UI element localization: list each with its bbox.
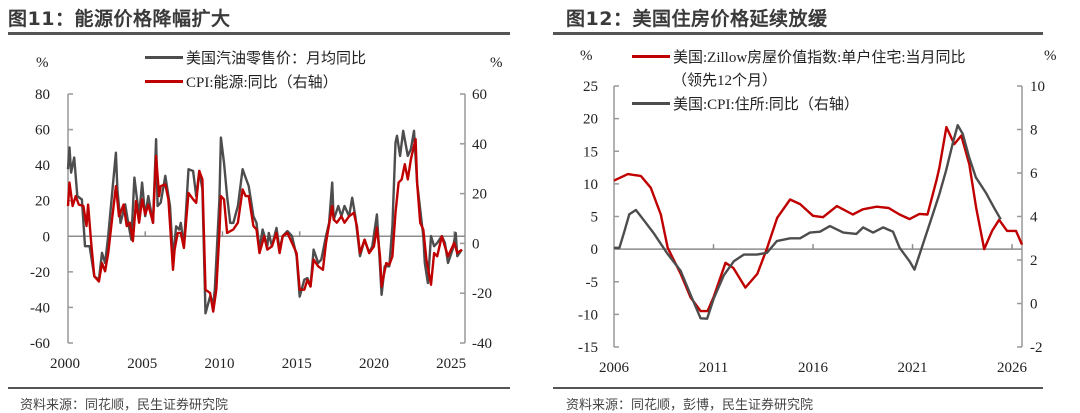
left-y-tick-label: -20 [30,265,50,281]
right-y-tick-label: 20 [472,187,487,203]
source-note: 资料来源：同花顺，民生证券研究院 [20,398,229,413]
left-y-tick-label: 15 [583,144,598,160]
series-line-red [66,137,463,313]
legend-item-cpi-shelter: 美国:CPI:住所:同比（右轴） [632,93,859,114]
source-note: 资料来源：同花顺，彭博，民生证券研究院 [566,398,814,413]
left-y-tick-label: -15 [578,340,598,356]
legend-item-zillow: 美国:Zillow房屋价值指数:单户住宅:当月同比 [632,46,966,67]
left-y-tick-label: -5 [586,275,599,291]
left-y-tick-label: 10 [583,177,598,193]
right-y-tick-label: 4 [1030,210,1038,226]
title-divider [8,32,510,35]
right-y-tick-label: 10 [1030,79,1045,95]
left-y-tick-label: -10 [578,307,598,323]
right-y-tick-label: 6 [1030,166,1038,182]
right-y-tick-label: -20 [472,286,492,302]
source-divider [553,387,1043,389]
title-divider [553,32,1043,35]
left-y-tick-label: 20 [583,112,598,128]
x-tick-label: 2016 [798,360,829,376]
x-tick-label: 2025 [436,356,466,372]
legend-label: 美国汽油零售价：月均同比 [186,51,367,67]
right-y-tick-label: 60 [472,87,487,103]
left-y-tick-label: 60 [35,123,50,139]
left-y-tick-label: 0 [591,242,599,258]
right-y-tick-label: -2 [1030,340,1043,356]
legend-note-text: （领先12个月） [672,73,778,89]
left-y-tick-label: 0 [43,229,51,245]
x-tick-label: 2026 [997,360,1028,376]
left-y-tick-label: -40 [30,300,50,316]
left-y-tick-label: 20 [35,194,50,210]
right-y-tick-label: 2 [1030,253,1038,269]
x-tick-label: 2005 [127,356,157,372]
series-line-gray [66,129,463,315]
right-axis-unit: % [490,55,503,71]
left-axis-unit: % [580,48,593,64]
series-line-red [613,125,1024,313]
legend-label: 美国:CPI:住所:同比（右轴） [673,97,859,113]
right-y-tick-label: 0 [1030,297,1038,313]
left-axis-unit: % [36,55,49,71]
series-line-gray [614,124,1002,320]
left-y-tick-label: 5 [591,210,599,226]
legend-label: 美国:Zillow房屋价值指数:单户住宅:当月同比 [673,50,966,66]
right-axis-unit: % [1044,48,1057,64]
x-tick-label: 2020 [359,356,389,372]
left-y-tick-label: -60 [30,336,50,352]
legend-item-gasoline: 美国汽油零售价：月均同比 [145,47,366,68]
legend-item-cpi-energy: CPI:能源:同比（右轴） [145,71,338,92]
legend-label: CPI:能源:同比（右轴） [186,75,338,91]
legend-swatch-red [632,55,670,58]
right-y-tick-label: 8 [1030,123,1038,139]
left-y-tick-label: 25 [583,79,598,95]
legend-swatch-gray [145,56,183,59]
right-y-tick-label: 0 [472,236,480,252]
left-y-tick-label: 80 [35,87,50,103]
legend-swatch-red [145,80,183,83]
right-y-tick-label: -40 [472,336,492,352]
legend-note: （领先12个月） [672,69,777,90]
source-divider [8,387,510,389]
right-y-tick-label: 40 [472,137,487,153]
x-tick-label: 2000 [50,356,80,372]
x-tick-label: 2011 [699,360,728,376]
x-tick-label: 2021 [898,360,928,376]
legend-swatch-gray [632,102,670,105]
chart-title-housing: 图12：美国住房价格延续放缓 [566,8,828,30]
x-tick-label: 2010 [204,356,234,372]
x-tick-label: 2015 [282,356,312,372]
left-y-tick-label: 40 [35,158,50,174]
chart-title-energy: 图11：能源价格降幅扩大 [8,8,231,30]
x-tick-label: 2006 [599,360,630,376]
